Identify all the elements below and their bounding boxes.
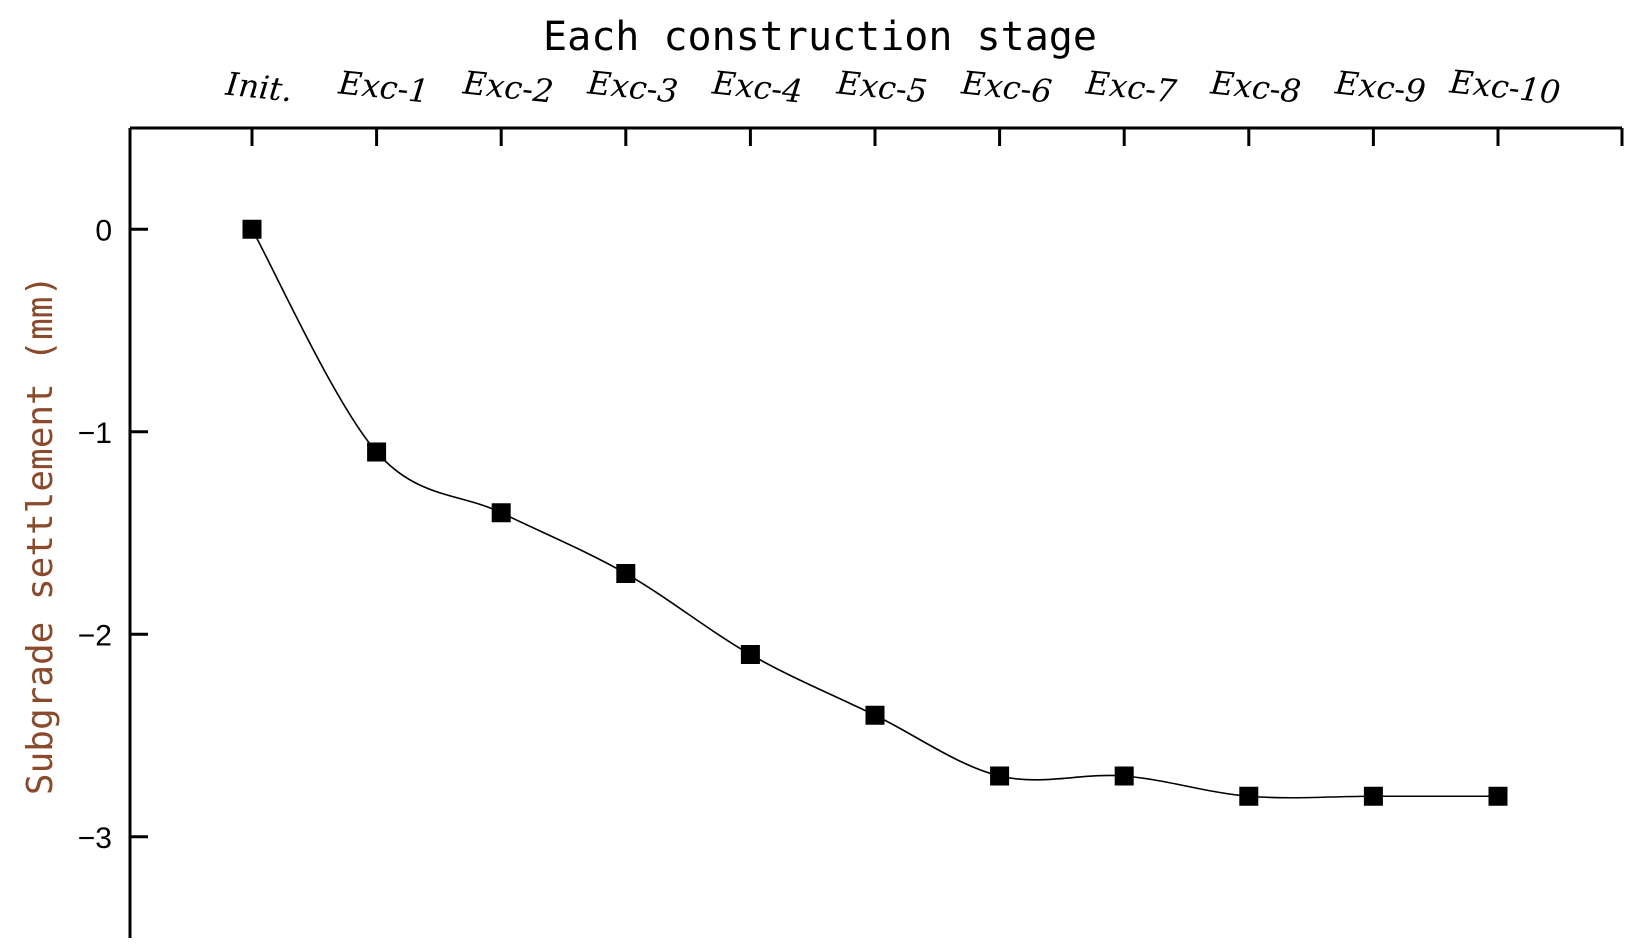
data-point-marker <box>740 645 760 664</box>
chart-title: Each construction stage <box>543 14 1097 60</box>
data-point-marker <box>616 564 636 583</box>
marker-layer <box>242 219 1508 806</box>
x-tick-label: Exc-4 <box>710 63 805 110</box>
x-tick-label: Exc-3 <box>585 63 680 110</box>
data-point-marker <box>1114 766 1134 786</box>
x-tick-label: Init. <box>223 65 294 110</box>
data-point-marker <box>1488 786 1508 806</box>
x-tick-label: Exc-9 <box>1333 63 1428 110</box>
x-tick-label: Exc-10 <box>1447 62 1562 111</box>
x-tick-label: Exc-6 <box>959 63 1054 110</box>
y-tick-label: −2 <box>78 619 112 652</box>
y-axis-label: Subgrade settlement (mm) <box>20 275 61 795</box>
x-tick-label: Exc-1 <box>336 63 431 110</box>
data-point-marker <box>367 442 387 462</box>
data-point-marker <box>865 705 885 725</box>
x-axis-ticks: Init. Exc-1 Exc-2 Exc-3 Exc-4 Exc-5 Exc-6 Exc-7… <box>223 62 1624 146</box>
x-tick-label: Exc-8 <box>1208 63 1303 110</box>
axes <box>128 126 1622 938</box>
y-tick-label: −3 <box>78 822 112 855</box>
y-axis-ticks: 0 −1 −2 −3 <box>78 214 148 855</box>
data-point-marker <box>491 503 511 523</box>
y-tick-label: −1 <box>78 417 112 450</box>
data-point-marker <box>1363 786 1383 806</box>
data-point-marker <box>1239 786 1259 806</box>
y-tick-label: 0 <box>95 214 112 247</box>
series-layer <box>251 228 1498 799</box>
series-line <box>251 228 1498 799</box>
x-tick-label: Exc-7 <box>1083 63 1179 110</box>
data-point-marker <box>990 766 1010 786</box>
x-tick-label: Exc-5 <box>834 63 929 110</box>
data-point-marker <box>242 219 262 239</box>
x-tick-label: Exc-2 <box>460 63 555 110</box>
